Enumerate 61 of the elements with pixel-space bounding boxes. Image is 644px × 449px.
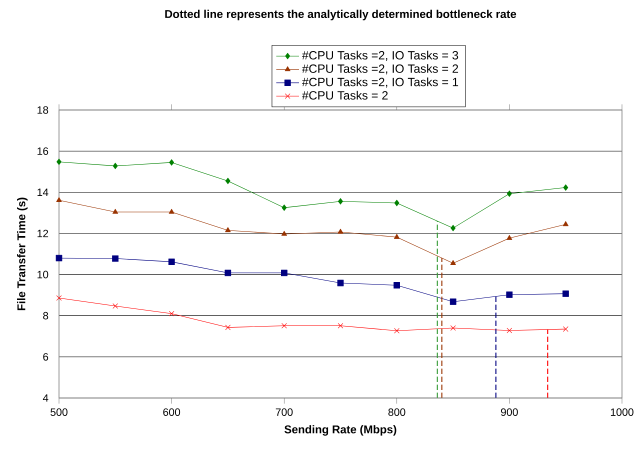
point (281, 270, 288, 276)
y-tick-label: 4 (42, 394, 48, 402)
point (506, 328, 512, 334)
legend-label: #CPU Tasks = 2 (302, 90, 388, 100)
point (112, 303, 118, 309)
point (225, 178, 230, 184)
point (169, 159, 174, 166)
y-tick-label: 18 (38, 106, 48, 114)
point (282, 204, 287, 211)
point (562, 326, 568, 332)
point (225, 227, 231, 232)
point (563, 184, 568, 191)
y-tick-label: 6 (43, 353, 48, 361)
point (506, 190, 512, 197)
x-tick-label: 500 (50, 408, 68, 416)
x-tick-label: 800 (388, 408, 406, 416)
point (394, 282, 400, 288)
point (56, 295, 62, 301)
point (337, 280, 344, 286)
point (394, 328, 400, 334)
point (394, 200, 400, 206)
y-tick-label: 10 (38, 270, 48, 278)
x-tick-label: 700 (276, 408, 293, 416)
chart-title: Dotted line represents the analytically determined bottleneck rate (165, 10, 516, 20)
point (450, 224, 456, 232)
x-axis-title: Sending Rate (Mbps) (284, 425, 396, 436)
point (112, 208, 118, 214)
legend-label: #CPU Tasks =2, IO Tasks = 3 (302, 50, 458, 61)
y-tick-label: 8 (43, 312, 48, 320)
point (506, 234, 512, 240)
y-tick-label: 16 (38, 147, 48, 155)
point (338, 198, 343, 205)
y-tick-label: 12 (38, 230, 48, 238)
point (168, 310, 174, 316)
point (56, 158, 62, 166)
point (112, 162, 118, 170)
legend-label: #CPU Tasks =2, IO Tasks = 1 (302, 77, 458, 88)
y-axis-title: File Transfer Time (s) (17, 198, 28, 310)
point (562, 221, 569, 226)
point (56, 197, 62, 202)
y-tick-label: 14 (38, 188, 48, 196)
point (56, 254, 62, 262)
point (281, 230, 288, 236)
x-tick-label: 1000 (610, 408, 634, 416)
point (450, 298, 456, 305)
point (338, 323, 344, 328)
x-tick-label: 600 (163, 408, 180, 416)
point (281, 323, 287, 328)
point (112, 255, 119, 262)
legend-label: #CPU Tasks =2, IO Tasks = 2 (302, 64, 458, 74)
point (450, 325, 456, 331)
point (562, 290, 569, 297)
point (224, 270, 232, 276)
point (506, 292, 513, 298)
point (168, 208, 174, 214)
point (394, 234, 400, 239)
point (450, 260, 456, 265)
point (168, 258, 175, 266)
point (225, 324, 231, 330)
x-tick-label: 900 (501, 408, 518, 416)
point (338, 228, 344, 234)
